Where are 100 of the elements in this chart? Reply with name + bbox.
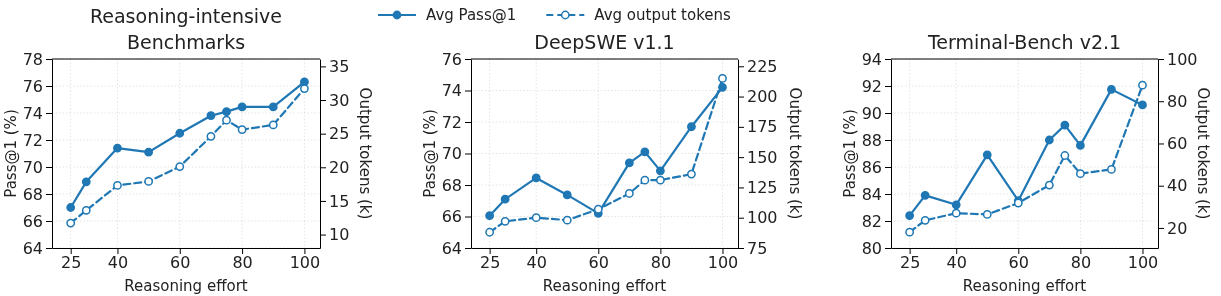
point bbox=[268, 102, 278, 112]
x-tick-label: 60 bbox=[1008, 253, 1029, 273]
y-tick-label: 68 bbox=[441, 175, 462, 195]
point bbox=[640, 175, 650, 185]
point bbox=[175, 128, 185, 138]
y2-tick-label: 35 bbox=[329, 57, 350, 77]
x-tick-label: 100 bbox=[707, 253, 739, 273]
point bbox=[1044, 180, 1054, 190]
y-tick-label: 64 bbox=[441, 238, 462, 258]
y-tick-label: 72 bbox=[22, 130, 43, 150]
point bbox=[982, 210, 992, 219]
y2-tick-label: 80 bbox=[1167, 91, 1188, 111]
point bbox=[237, 102, 247, 112]
y-tick-label: 90 bbox=[861, 103, 882, 123]
y2-tick-label: 10 bbox=[329, 225, 350, 245]
x-tick-label: 40 bbox=[526, 253, 547, 273]
y-tick-label: 68 bbox=[22, 184, 43, 204]
x-tick-label: 25 bbox=[479, 253, 501, 273]
point bbox=[66, 218, 76, 228]
y-tick-label: 66 bbox=[22, 211, 43, 231]
point bbox=[905, 227, 915, 237]
y2-axis-title: Output tokens (k) bbox=[356, 87, 374, 220]
x-tick-label: 40 bbox=[107, 253, 129, 273]
point bbox=[206, 111, 216, 121]
y-axis-title: Pass@1 (%) bbox=[421, 109, 439, 198]
chart-title: Terminal-Bench v2.1 bbox=[926, 31, 1122, 53]
point bbox=[531, 173, 541, 183]
x-axis-title: Reasoning effort bbox=[542, 277, 667, 295]
point bbox=[500, 194, 510, 204]
point bbox=[144, 177, 154, 186]
y-tick-label: 82 bbox=[861, 211, 882, 231]
y2-tick-label: 125 bbox=[747, 178, 778, 198]
point bbox=[718, 73, 727, 83]
point bbox=[951, 200, 961, 210]
y2-tick-label: 15 bbox=[329, 191, 350, 211]
y-tick-label: 70 bbox=[22, 157, 43, 177]
point bbox=[1107, 84, 1116, 94]
x-tick-label: 60 bbox=[170, 253, 191, 273]
y-axis-title: Pass@1 (%) bbox=[2, 109, 20, 198]
y2-axis-title: Output tokens (k) bbox=[1194, 87, 1212, 220]
point bbox=[113, 181, 122, 190]
point bbox=[1044, 135, 1054, 145]
y-tick-label: 66 bbox=[441, 207, 462, 227]
y2-tick-label: 225 bbox=[747, 56, 778, 76]
y2-tick-label: 20 bbox=[1167, 218, 1188, 238]
point bbox=[1075, 169, 1085, 179]
point bbox=[655, 175, 665, 185]
y-axis-title: Pass@1 (%) bbox=[841, 109, 859, 198]
point bbox=[237, 125, 247, 135]
point bbox=[624, 158, 634, 168]
point bbox=[300, 84, 309, 93]
point bbox=[687, 169, 696, 179]
y-tick-label: 88 bbox=[861, 130, 882, 150]
y2-axis-title: Output tokens (k) bbox=[786, 87, 804, 220]
y-tick-label: 70 bbox=[441, 144, 462, 164]
y-tick-label: 84 bbox=[861, 184, 882, 204]
point bbox=[1138, 80, 1147, 90]
y-tick-label: 76 bbox=[441, 49, 462, 69]
point bbox=[624, 189, 634, 198]
y-tick-label: 72 bbox=[441, 112, 462, 132]
y-tick-label: 78 bbox=[22, 49, 43, 69]
y2-tick-label: 40 bbox=[1167, 176, 1188, 196]
y-tick-label: 80 bbox=[861, 238, 882, 258]
point bbox=[500, 216, 510, 226]
point bbox=[222, 115, 231, 125]
x-tick-label: 40 bbox=[946, 253, 967, 273]
x-tick-label: 100 bbox=[289, 253, 321, 273]
y2-tick-label: 100 bbox=[747, 208, 778, 228]
legend-label: Avg output tokens bbox=[594, 6, 732, 24]
point bbox=[1060, 151, 1070, 160]
point bbox=[905, 211, 915, 220]
point bbox=[268, 120, 278, 130]
point bbox=[531, 213, 541, 223]
y-tick-label: 94 bbox=[861, 49, 882, 69]
y2-tick-label: 60 bbox=[1167, 134, 1188, 154]
point bbox=[1107, 165, 1116, 174]
point bbox=[593, 204, 603, 214]
point bbox=[920, 190, 930, 200]
y2-tick-label: 75 bbox=[747, 238, 768, 258]
y2-tick-label: 25 bbox=[329, 124, 350, 144]
y2-tick-label: 20 bbox=[329, 157, 350, 177]
chart-title: DeepSWE v1.1 bbox=[534, 31, 675, 53]
x-tick-label: 25 bbox=[899, 253, 921, 273]
y2-tick-label: 100 bbox=[1167, 49, 1198, 69]
y-tick-label: 86 bbox=[861, 157, 882, 177]
legend-label: Avg Pass@1 bbox=[426, 6, 517, 24]
point bbox=[687, 122, 696, 132]
x-tick-label: 80 bbox=[1070, 253, 1092, 273]
point bbox=[81, 177, 91, 187]
y-tick-label: 92 bbox=[861, 76, 882, 96]
point bbox=[113, 143, 122, 153]
point bbox=[485, 211, 495, 221]
point bbox=[982, 150, 992, 160]
y-tick-label: 76 bbox=[22, 76, 43, 96]
point bbox=[562, 190, 572, 200]
point bbox=[1075, 141, 1085, 150]
y2-tick-label: 200 bbox=[747, 87, 778, 107]
point bbox=[951, 208, 961, 218]
point bbox=[718, 82, 727, 92]
chart-title: Reasoning-intensive Benchmarks bbox=[89, 5, 283, 53]
